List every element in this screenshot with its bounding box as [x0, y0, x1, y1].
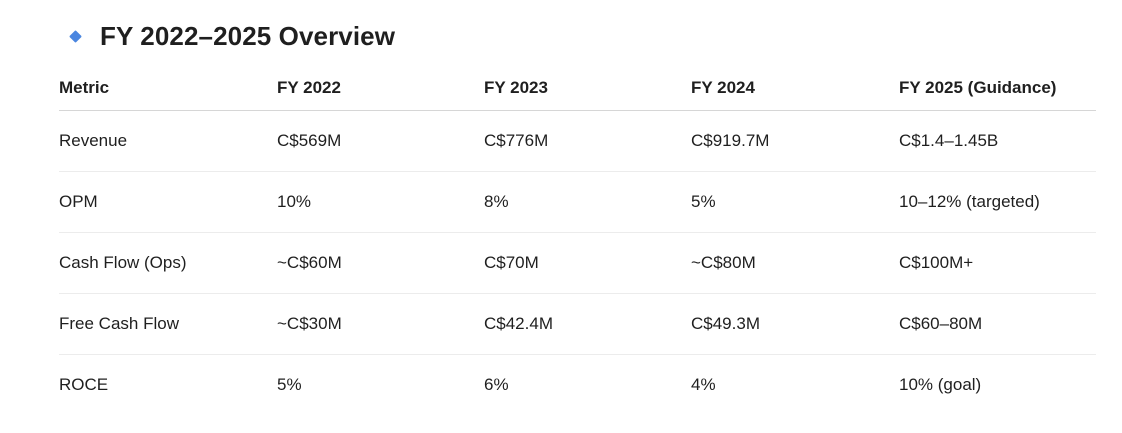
table-row: Free Cash Flow ~C$30M C$42.4M C$49.3M C$…: [59, 293, 1096, 355]
table-row: OPM 10% 8% 5% 10–12% (targeted): [59, 171, 1096, 233]
cell-fy2024: ~C$80M: [691, 232, 899, 294]
cell-fy2025: 10% (goal): [899, 375, 982, 394]
cell-fy2022: ~C$60M: [277, 232, 484, 294]
header-metric: Metric: [59, 66, 277, 111]
cell-fy2023: 6%: [484, 375, 509, 394]
cell-metric: Revenue: [59, 110, 277, 172]
cell-fy2025: C$60–80M: [899, 293, 1096, 355]
cell-fy2023: 8%: [484, 171, 691, 233]
table-header-row: Metric FY 2022 FY 2023 FY 2024 FY 2025 (…: [59, 66, 1096, 111]
overview-table: Metric FY 2022 FY 2023 FY 2024 FY 2025 (…: [59, 66, 1096, 415]
cell-fy2022: ~C$30M: [277, 293, 484, 355]
cell-fy2022: 10%: [277, 171, 484, 233]
cell-fy2024: C$919.7M: [691, 110, 899, 172]
header-fy2022: FY 2022: [277, 66, 484, 111]
cell-fy2024: C$49.3M: [691, 293, 899, 355]
table-row: Cash Flow (Ops) ~C$60M C$70M ~C$80M C$10…: [59, 232, 1096, 294]
section-title: FY 2022–2025 Overview: [100, 20, 396, 51]
cell-fy2022: C$569M: [277, 110, 484, 172]
cell-fy2022: 5%: [277, 375, 302, 394]
cell-metric: Free Cash Flow: [59, 293, 277, 355]
diamond-bullet-icon: [69, 29, 82, 43]
cell-fy2024: 4%: [691, 375, 716, 394]
cell-fy2025: C$1.4–1.45B: [899, 110, 1096, 172]
cell-metric: Cash Flow (Ops): [59, 232, 277, 294]
table-row: ROCE 5% 6% 4% 10% (goal): [59, 355, 1096, 416]
cell-fy2023: C$776M: [484, 110, 691, 172]
cell-fy2025: C$100M+: [899, 232, 1096, 294]
section-header: FY 2022–2025 Overview: [69, 18, 396, 54]
header-fy2025-guidance: FY 2025 (Guidance): [899, 66, 1096, 111]
cell-fy2023: C$70M: [484, 232, 691, 294]
cell-metric: ROCE: [59, 375, 109, 394]
header-fy2023: FY 2023: [484, 66, 691, 111]
cell-fy2023: C$42.4M: [484, 293, 691, 355]
cell-metric: OPM: [59, 171, 277, 233]
table-row: Revenue C$569M C$776M C$919.7M C$1.4–1.4…: [59, 110, 1096, 172]
cell-fy2025: 10–12% (targeted): [899, 171, 1096, 233]
cell-fy2024: 5%: [691, 171, 899, 233]
header-fy2024: FY 2024: [691, 66, 899, 111]
